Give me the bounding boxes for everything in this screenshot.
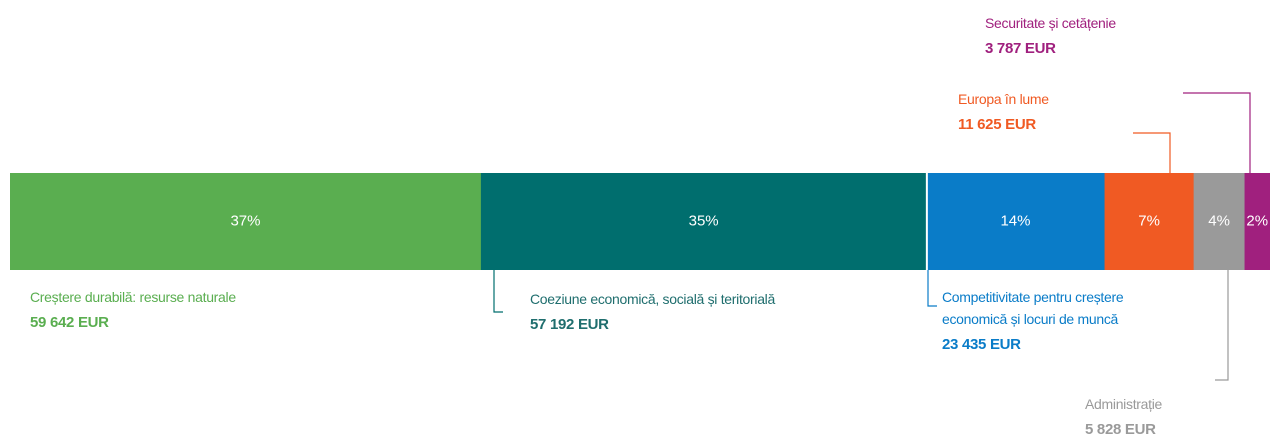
connector bbox=[927, 270, 937, 307]
bar-segment bbox=[1193, 173, 1246, 270]
segment-label: 4% bbox=[1208, 212, 1230, 229]
bar-segment bbox=[10, 173, 482, 270]
bar-segment bbox=[926, 173, 1106, 270]
amount-label: 5 828 EUR bbox=[1085, 421, 1156, 438]
amount-label: 11 625 EUR bbox=[958, 116, 1036, 133]
segment-annotation: Competitivitate pentru creștere economic… bbox=[942, 286, 1132, 356]
segment-label: 35% bbox=[689, 212, 719, 229]
segment-annotation: Administrație 5 828 EUR bbox=[1085, 393, 1235, 438]
segment-annotation: Coeziune economică, socială și teritoria… bbox=[530, 288, 830, 336]
segment-annotation: Creștere durabilă: resurse naturale 59 64… bbox=[30, 286, 350, 334]
amount-label: 57 192 EUR bbox=[530, 316, 609, 333]
category-name: Coeziune economică, socială și teritoria… bbox=[530, 291, 775, 307]
category-name: Administrație bbox=[1085, 396, 1163, 412]
connector bbox=[1133, 132, 1171, 173]
connector bbox=[493, 270, 503, 313]
bar-segment bbox=[1244, 173, 1270, 270]
segment-label: 37% bbox=[230, 212, 260, 229]
amount-label: 3 787 EUR bbox=[985, 40, 1056, 57]
segment-annotation: Europa în lume 11 625 EUR bbox=[958, 88, 1158, 136]
connector bbox=[1183, 92, 1251, 173]
bar-segment bbox=[1104, 173, 1195, 270]
amount-label: 23 435 EUR bbox=[942, 336, 1021, 353]
segment-label: 14% bbox=[1000, 212, 1030, 229]
segment-label: 7% bbox=[1138, 212, 1160, 229]
category-name: Creștere durabilă: resurse naturale bbox=[30, 289, 236, 305]
segment-label: 2% bbox=[1246, 212, 1268, 229]
bar-segment bbox=[480, 173, 927, 270]
category-name: Europa în lume bbox=[958, 91, 1049, 107]
amount-label: 59 642 EUR bbox=[30, 314, 109, 331]
connector bbox=[1215, 270, 1229, 381]
category-name: Securitate și cetățenie bbox=[985, 15, 1116, 31]
category-name: Competitivitate pentru creștere economic… bbox=[942, 289, 1124, 327]
segment-annotation: Securitate și cetățenie 3 787 EUR bbox=[985, 12, 1185, 60]
